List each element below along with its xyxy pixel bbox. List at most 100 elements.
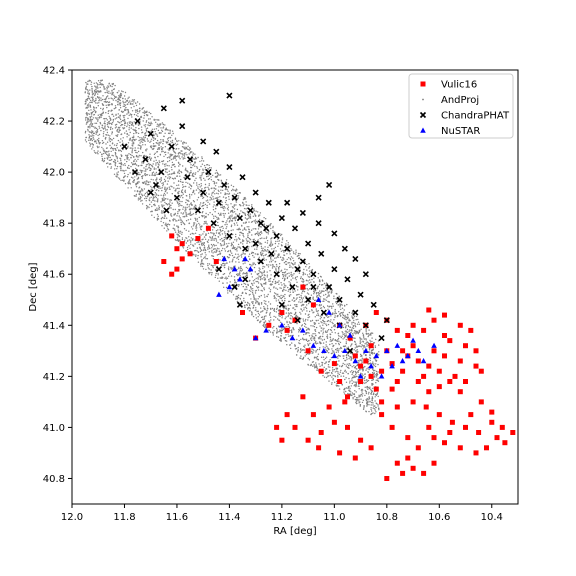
andproj-point [113, 97, 116, 100]
andproj-point [255, 210, 257, 212]
andproj-point [162, 143, 164, 145]
andproj-point [92, 146, 94, 148]
andproj-point [239, 234, 241, 236]
andproj-point [224, 277, 226, 280]
andproj-point [155, 133, 157, 135]
andproj-point [372, 370, 375, 372]
andproj-point [321, 364, 323, 367]
andproj-point [347, 346, 350, 348]
andproj-point [181, 237, 184, 239]
andproj-point [326, 314, 328, 317]
andproj-point [245, 286, 247, 288]
andproj-point [355, 345, 358, 347]
andproj-point [167, 160, 169, 163]
andproj-point [221, 233, 224, 235]
andproj-point [119, 104, 122, 107]
andproj-point [289, 258, 291, 260]
andproj-point [243, 227, 246, 229]
andproj-point [89, 89, 91, 91]
andproj-point [267, 246, 269, 248]
andproj-point [118, 109, 121, 111]
andproj-point [171, 130, 174, 132]
andproj-point [247, 302, 249, 304]
andproj-point [280, 331, 282, 333]
andproj-point [233, 211, 236, 213]
andproj-point [133, 179, 136, 181]
andproj-point [219, 174, 222, 176]
andproj-point [89, 101, 91, 104]
andproj-point [371, 372, 374, 374]
andproj-point [95, 107, 98, 109]
andproj-point [334, 312, 336, 314]
andproj-point [91, 130, 93, 132]
andproj-point [296, 354, 298, 356]
andproj-point [331, 343, 333, 345]
andproj-point [177, 219, 180, 221]
andproj-point [112, 155, 114, 157]
andproj-point [262, 247, 264, 249]
andproj-point [150, 201, 153, 203]
andproj-point [319, 296, 322, 298]
andproj-point [136, 114, 138, 117]
andproj-point [345, 339, 347, 341]
andproj-point [251, 204, 253, 206]
andproj-point [284, 299, 286, 302]
andproj-point [294, 290, 296, 292]
andproj-point [277, 331, 279, 333]
andproj-point [193, 254, 195, 256]
andproj-point [156, 139, 159, 142]
andproj-point [143, 188, 146, 190]
andproj-point [153, 134, 155, 137]
andproj-point [210, 179, 213, 181]
andproj-point [142, 107, 144, 110]
andproj-point [198, 234, 201, 236]
andproj-point [348, 311, 351, 314]
andproj-point [140, 141, 142, 143]
andproj-point [363, 345, 365, 347]
andproj-point [108, 90, 110, 93]
andproj-point [247, 284, 249, 286]
andproj-point [89, 124, 91, 126]
andproj-point [243, 300, 245, 302]
andproj-point [157, 163, 160, 165]
andproj-point [353, 315, 356, 317]
andproj-point [286, 258, 288, 261]
andproj-point [177, 212, 179, 215]
andproj-point [362, 345, 364, 347]
andproj-point [246, 242, 248, 244]
andproj-point [310, 320, 312, 322]
andproj-point [168, 160, 171, 162]
andproj-point [174, 166, 176, 168]
andproj-point [187, 219, 190, 221]
andproj-point [215, 238, 217, 240]
andproj-point [242, 234, 244, 237]
andproj-point [117, 126, 120, 129]
andproj-point [359, 405, 361, 407]
andproj-point [213, 198, 215, 200]
andproj-point [210, 167, 212, 169]
andproj-point [97, 105, 100, 107]
andproj-point [173, 224, 175, 226]
andproj-point [263, 315, 266, 318]
andproj-point [333, 329, 336, 331]
andproj-point [179, 180, 182, 183]
andproj-point [328, 305, 330, 308]
andproj-point [188, 149, 190, 152]
andproj-point [89, 106, 92, 108]
andproj-point [245, 201, 247, 203]
andproj-point [211, 194, 213, 196]
andproj-point [320, 356, 323, 358]
andproj-point [293, 273, 295, 275]
andproj-point [372, 387, 374, 390]
andproj-point [101, 146, 103, 149]
andproj-point [253, 210, 255, 212]
andproj-point [378, 409, 380, 411]
andproj-point [314, 316, 316, 318]
andproj-point [249, 238, 252, 241]
andproj-point [111, 85, 113, 88]
andproj-point [344, 335, 347, 338]
andproj-point [347, 314, 349, 316]
andproj-point [248, 228, 250, 231]
andproj-point [162, 195, 165, 197]
andproj-point [192, 154, 194, 156]
